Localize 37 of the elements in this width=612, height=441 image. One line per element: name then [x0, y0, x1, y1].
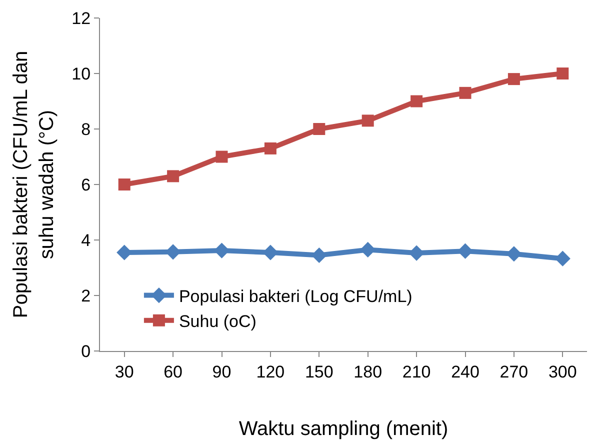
point — [262, 244, 278, 260]
point — [167, 170, 180, 182]
y-tick-label: 10 — [72, 64, 91, 84]
y-tick-label: 4 — [81, 230, 91, 250]
point — [554, 250, 570, 266]
y-tick-label: 8 — [81, 120, 91, 139]
x-tick-label: 60 — [164, 362, 183, 382]
x-tick-label: 300 — [548, 362, 577, 382]
x-tick-label: 210 — [402, 362, 431, 382]
x-tick-label: 150 — [304, 362, 334, 382]
x-tick-label: 240 — [451, 362, 480, 382]
point — [408, 245, 424, 261]
point — [311, 247, 327, 264]
legend-label: Suhu (oC) — [178, 312, 256, 332]
y-tick-label: 6 — [81, 175, 91, 194]
point — [459, 86, 472, 99]
legend-label: Populasi bakteri (Log CFU/mL) — [178, 286, 412, 306]
x-tick-label: 270 — [500, 362, 528, 382]
y-tick-label: 2 — [81, 286, 91, 306]
point — [508, 73, 520, 86]
x-tick-label: 180 — [354, 362, 382, 382]
x-tick-label: 30 — [114, 362, 134, 382]
point — [216, 150, 228, 163]
y-tick-label: 0 — [81, 342, 91, 361]
point — [506, 246, 522, 262]
point — [118, 178, 130, 190]
point — [410, 95, 423, 108]
y-axis-title: Populasi bakteri (CFU/mL dan suhu wadah (°C) — [10, 50, 58, 318]
point — [264, 142, 276, 154]
x-tick-label: 120 — [256, 362, 285, 382]
point — [556, 68, 569, 80]
point — [313, 123, 326, 135]
point — [362, 114, 374, 127]
y-tick-label: 12 — [72, 8, 91, 28]
x-axis-title: Waktu sampling (menit) — [238, 418, 448, 440]
point — [360, 242, 376, 258]
x-tick-label: 90 — [212, 362, 232, 382]
